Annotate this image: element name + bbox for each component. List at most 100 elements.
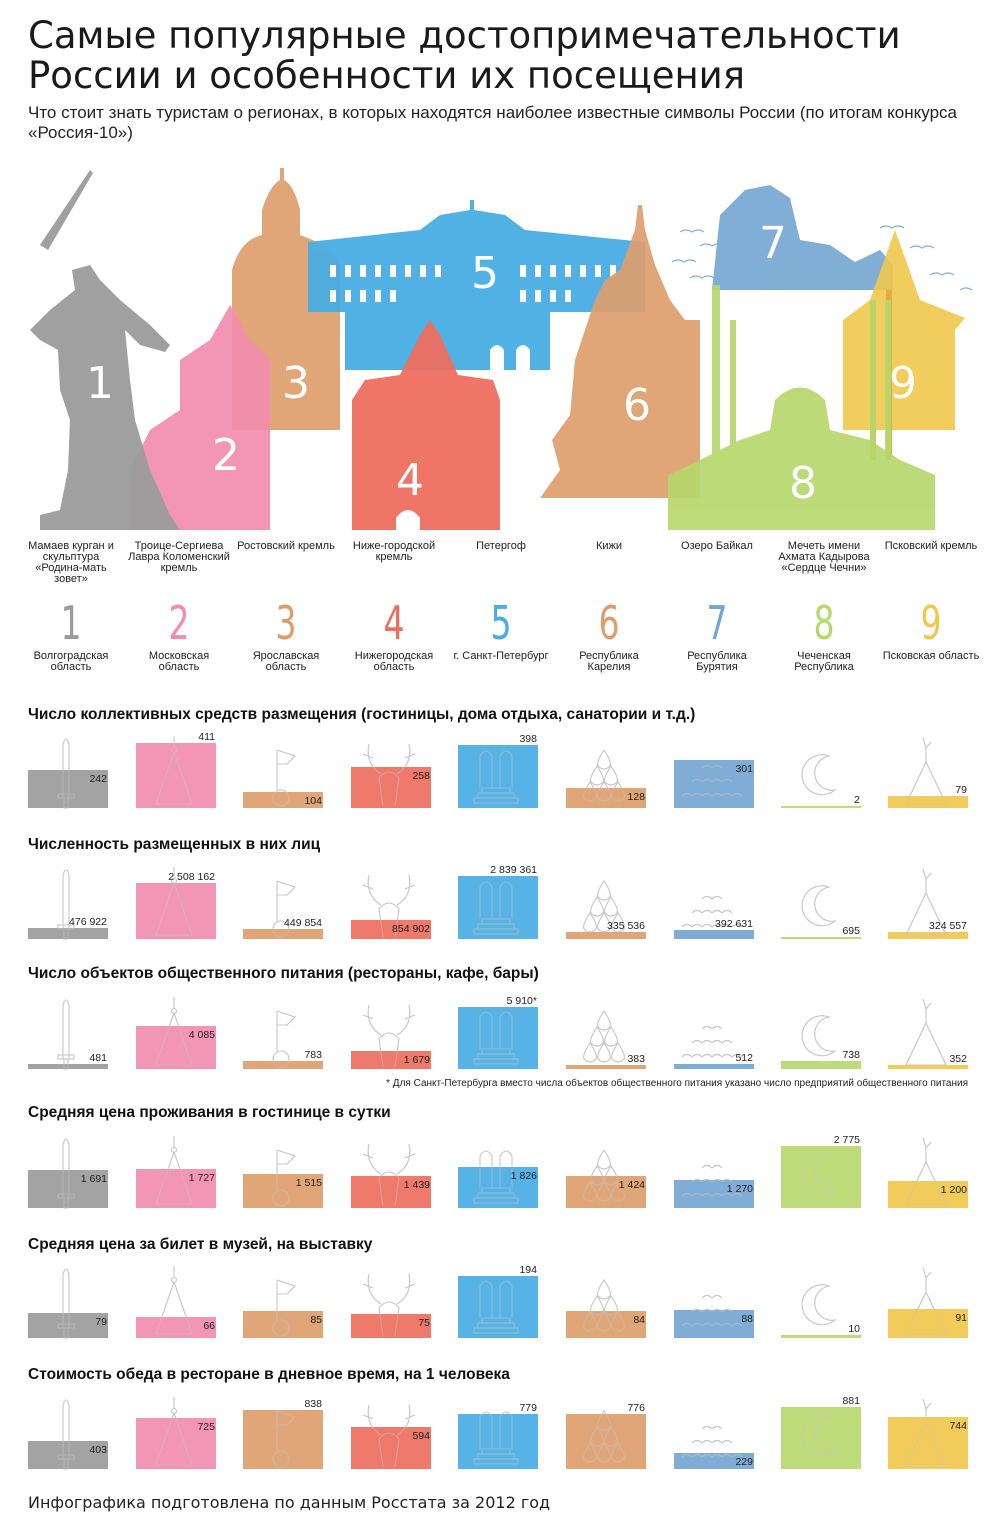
bar-3 (243, 792, 323, 808)
bar-value-label: 1 691 (81, 1173, 107, 1185)
pendant-triangle-icon (155, 736, 193, 805)
bar-value-label: 229 (735, 1456, 753, 1468)
drops-icon (583, 749, 625, 802)
bar-2 (136, 883, 216, 939)
bar-2 (136, 1418, 216, 1469)
bar-value-label: 301 (735, 763, 753, 775)
sight-name-8: Мечеть имени Ахмата Кадырова «Сердце Чеч… (778, 540, 870, 574)
bar-8 (781, 806, 861, 808)
waves-icon (681, 1425, 743, 1458)
sight-number-4: 4 (383, 596, 405, 650)
bar-4 (351, 1051, 431, 1069)
sight-number-8: 8 (813, 596, 835, 650)
sword-icon (57, 738, 75, 809)
kizhi-church-icon (540, 205, 700, 498)
bar-value-label: 66 (203, 1320, 215, 1332)
pendant-triangle-icon (155, 867, 193, 936)
chart-title-6: Стоимость обеда в ресторане в дневное вр… (28, 1366, 510, 1383)
sword-icon (57, 999, 75, 1070)
pendant-triangle-icon (155, 997, 193, 1066)
bar-6 (566, 788, 646, 808)
bar-value-label: 79 (95, 1316, 107, 1328)
sword-icon (57, 1138, 75, 1209)
bar-9 (888, 1065, 968, 1069)
bar-value-label: 403 (89, 1444, 107, 1456)
drops-icon (583, 1149, 625, 1202)
landmarks-illustration: 123 456 789 (30, 168, 973, 530)
chart-title-5: Средняя цена за билет в музей, на выстав… (28, 1236, 373, 1253)
sight-number-7: 7 (706, 596, 728, 650)
bar-8 (781, 1146, 861, 1208)
sight-name-9: Псковский кремль (884, 540, 978, 552)
deer-head-icon (362, 874, 416, 938)
bar-chart-4: 1 691 1 727 1 515 1 439 1 826 1 424 1 270 2 775… (28, 1134, 968, 1209)
sight-name-2: Троице-Сергиева Лавра Коломенский кремль (128, 540, 230, 574)
bar-value-label: 194 (519, 1264, 537, 1276)
bar-value-label: 1 424 (619, 1179, 645, 1191)
sight-number-9: 9 (920, 596, 942, 650)
deer-head-icon (362, 1273, 416, 1337)
monument-arches-icon (473, 1411, 519, 1465)
region-name-4: Нижегородская область (354, 650, 434, 673)
sight-number-6: 6 (598, 596, 620, 650)
pendant-triangle-icon (155, 1266, 193, 1335)
region-name-3: Ярославская область (252, 650, 320, 673)
motherland-statue-icon (30, 170, 180, 530)
bar-7 (674, 930, 754, 939)
waves-icon (681, 1025, 743, 1058)
bar-chart-2: 476 922 2 508 162 449 854 854 902 2 839 361 3… (28, 864, 968, 940)
hanging-triangle-icon (905, 868, 947, 936)
region-name-8: Чеченская Республика (794, 650, 854, 673)
chart-title-3: Число объектов общественного питания (ре… (28, 965, 539, 982)
waves-icon (681, 895, 743, 928)
bar-value-label: 4 085 (189, 1029, 215, 1041)
bar-value-label: 1 270 (727, 1183, 753, 1195)
monument-arches-icon (473, 1011, 519, 1065)
hanging-triangle-icon (905, 1267, 947, 1335)
bar-value-label: 324 557 (929, 920, 967, 932)
bar-value-label: 2 775 (834, 1134, 860, 1146)
flag-circle-icon (272, 749, 297, 807)
bar-5 (458, 1414, 538, 1469)
bar-value-label: 242 (89, 773, 107, 785)
page-title: Самые популярные достопримечательности Р… (28, 14, 901, 97)
bar-8 (781, 937, 861, 939)
bar-chart-6: 403 725 838 594 779 776 229 881 744 (28, 1395, 968, 1470)
bar-value-label: 383 (627, 1053, 645, 1065)
bar-chart-5: 79 66 85 75 194 84 88 10 91 (28, 1264, 968, 1339)
bar-chart-1: 242 411 104 258 398 128 301 2 79 (28, 731, 968, 809)
bar-2 (136, 1026, 216, 1069)
sword-icon (57, 869, 75, 940)
bar-8 (781, 1407, 861, 1469)
region-name-6: Республика Карелия (579, 650, 639, 673)
bar-value-label: 411 (198, 731, 215, 743)
flag-circle-icon (272, 880, 297, 938)
waves-icon (681, 1164, 743, 1197)
footnote: * Для Санкт-Петербурга вместо числа объе… (386, 1078, 968, 1089)
svg-text:8: 8 (789, 458, 817, 509)
monument-arches-icon (473, 881, 519, 935)
region-name-2: Московская область (148, 650, 210, 673)
crescent-icon (801, 885, 837, 927)
bar-value-label: 85 (310, 1314, 322, 1326)
deer-head-icon (362, 1143, 416, 1207)
nizhny-kremlin-icon (352, 320, 500, 530)
waves-icon (681, 1025, 743, 1058)
bar-4 (351, 1176, 431, 1208)
bar-9 (888, 1309, 968, 1338)
deer-head-icon (362, 1404, 416, 1468)
drops-icon (583, 1279, 625, 1332)
bar-value-label: 91 (955, 1312, 967, 1324)
chart-title-1: Число коллективных средств размещения (г… (28, 706, 696, 723)
bar-3 (243, 1174, 323, 1208)
sight-name-6: Кижи (595, 540, 623, 552)
bar-6 (566, 932, 646, 939)
hanging-triangle-icon (905, 1398, 947, 1466)
flag-circle-icon (272, 1279, 297, 1337)
drops-icon (583, 1410, 625, 1463)
flag-circle-icon (272, 1149, 297, 1207)
svg-text:9: 9 (889, 358, 917, 409)
deer-head-icon (362, 1004, 416, 1068)
bar-value-label: 1 200 (941, 1184, 967, 1196)
bar-value-label: 1 826 (511, 1170, 537, 1182)
